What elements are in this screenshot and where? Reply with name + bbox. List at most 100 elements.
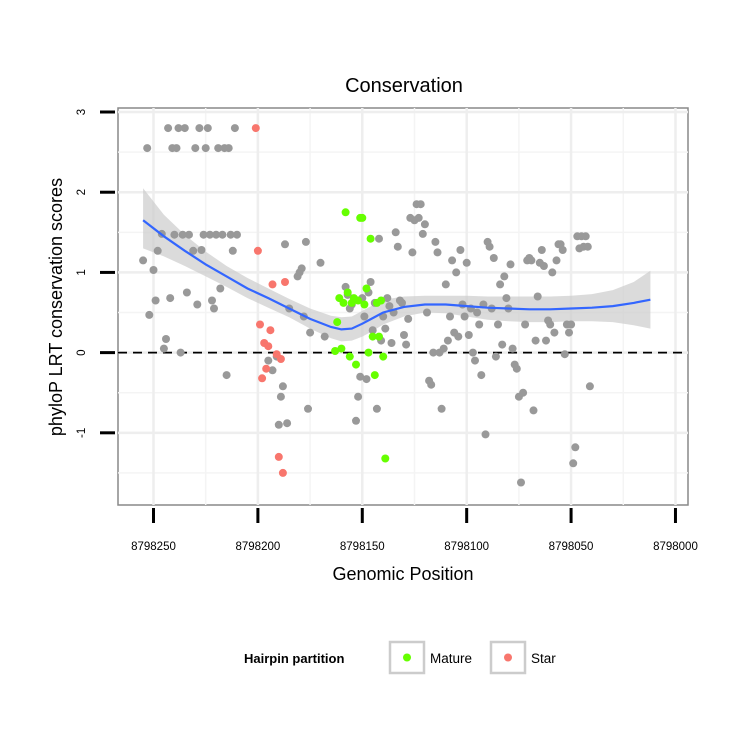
point-other (533, 292, 542, 301)
point-mature (343, 288, 352, 297)
point-other (193, 300, 202, 309)
point-other (498, 340, 507, 349)
point-other (539, 262, 548, 270)
point-other (567, 320, 576, 329)
x-tick-label: 8798000 (653, 541, 698, 553)
point-other (521, 320, 530, 329)
point-mature (360, 300, 369, 309)
point-other (471, 356, 479, 365)
legend-key-star (489, 640, 527, 675)
point-other (162, 335, 170, 343)
point-other (205, 230, 214, 239)
point-other (230, 124, 239, 133)
point-star (276, 355, 285, 363)
point-mature (339, 298, 348, 307)
point-other (423, 308, 431, 317)
point-other (199, 230, 208, 239)
point-other (468, 348, 477, 357)
point-star (281, 278, 289, 286)
point-other (558, 246, 567, 254)
axes: 8798250 8798200 8798150 8798100 8798050 87980… (76, 109, 698, 553)
y-axis-title: phyloP LRT conservation scores (46, 178, 66, 436)
point-other (529, 406, 538, 415)
point-other (203, 124, 212, 133)
point-mature (379, 352, 388, 361)
point-other (170, 230, 179, 239)
point-other (149, 266, 158, 274)
point-other (226, 230, 235, 239)
chart-title: Conservation (345, 75, 463, 97)
point-other (372, 404, 381, 413)
point-other (431, 237, 440, 246)
point-other (460, 312, 469, 321)
point-other (166, 294, 175, 303)
point-other (404, 314, 413, 323)
point-other (429, 348, 438, 357)
point-other (180, 124, 189, 133)
point-other (216, 284, 225, 293)
point-other (489, 254, 498, 262)
y-tick-label: 3 (76, 109, 88, 115)
point-other (159, 344, 168, 353)
point-other (274, 420, 283, 429)
point-other (427, 380, 436, 389)
point-other (583, 242, 592, 251)
point-other (494, 320, 502, 329)
x-tick-label: 8798050 (549, 541, 594, 553)
x-tick-label: 8798250 (131, 541, 176, 553)
point-other (481, 430, 490, 439)
point-other (400, 331, 408, 339)
point-other (477, 371, 486, 380)
point-other (550, 328, 559, 337)
x-tick-label: 8798200 (235, 541, 280, 553)
point-mature (362, 284, 371, 293)
point-other (316, 258, 325, 267)
point-other (189, 246, 198, 255)
point-other (264, 356, 273, 365)
data-points (139, 124, 594, 487)
point-other (519, 388, 528, 397)
point-star (258, 374, 267, 383)
legend-label-mature: Mature (430, 651, 472, 666)
point-other (512, 364, 521, 373)
point-other (356, 372, 365, 381)
point-mature (366, 234, 375, 243)
point-other (153, 246, 162, 255)
point-other (306, 328, 315, 337)
point-other (283, 419, 292, 428)
point-other (362, 375, 371, 384)
point-other (360, 312, 369, 321)
point-other (581, 232, 590, 241)
smooth-line (142, 219, 651, 331)
point-other (385, 302, 394, 311)
point-other (506, 260, 515, 269)
point-other (393, 242, 402, 251)
point-other (585, 382, 594, 391)
point-other (276, 392, 285, 401)
point-other (398, 298, 406, 307)
point-mature (354, 296, 363, 305)
point-star (278, 468, 287, 477)
confidence-ribbon-group (143, 188, 651, 342)
point-other (462, 258, 471, 267)
legend-label-star: Star (531, 651, 556, 666)
point-other (218, 230, 227, 239)
point-other (560, 350, 569, 359)
point-other (301, 237, 310, 246)
point-other (375, 234, 383, 243)
point-star (268, 280, 277, 289)
x-axis-title: Genomic Position (332, 564, 473, 584)
point-other (201, 144, 210, 153)
point-other (446, 312, 454, 321)
point-star (253, 246, 262, 255)
point-mature (352, 360, 360, 369)
point-other (297, 264, 306, 273)
point-other (402, 340, 411, 349)
point-other (527, 256, 536, 265)
point-other (552, 256, 561, 265)
point-other (452, 268, 461, 277)
point-other (368, 326, 377, 335)
point-other (502, 294, 511, 303)
